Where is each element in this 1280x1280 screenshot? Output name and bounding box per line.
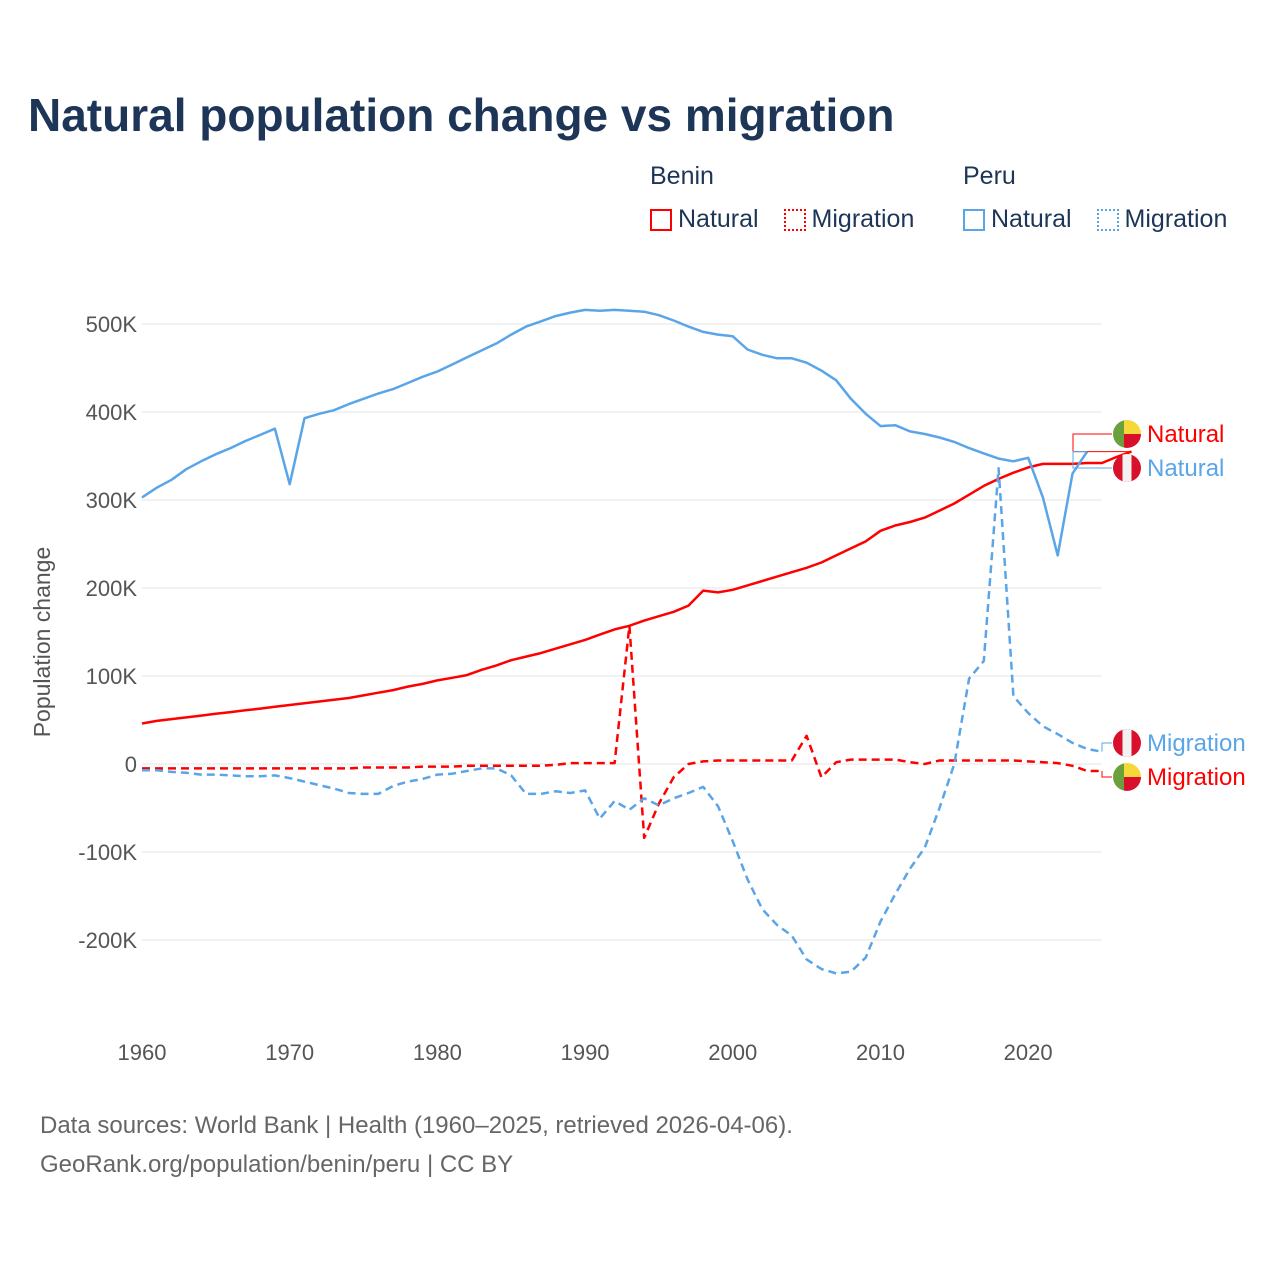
- legend-item-peru-natural[interactable]: Natural: [963, 205, 1072, 234]
- y-axis-ticks: -200K -100K 0 100K 200K 300K 400K 500K: [78, 312, 137, 953]
- legend-title-benin: Benin: [650, 162, 714, 190]
- peru-flag-icon: [1113, 729, 1141, 757]
- label-connector: [1101, 771, 1112, 778]
- series-line-peru-migration: [142, 467, 1103, 975]
- legend-title-peru: Peru: [963, 162, 1016, 190]
- label-connector: [1101, 742, 1112, 752]
- x-axis-ticks: 1960 1970 1980 1990 2000 2010 2020: [118, 1040, 1053, 1065]
- flag-stripe: [1124, 777, 1141, 791]
- legend-peru: Peru Natural Migration: [963, 162, 1227, 238]
- legend-label: Natural: [991, 205, 1072, 233]
- y-axis-label: Population change: [29, 547, 55, 738]
- solid-swatch-icon: [963, 208, 985, 231]
- flag-stripe: [1113, 420, 1124, 448]
- solid-swatch-icon: [650, 208, 672, 231]
- y-tick-label: 500K: [86, 312, 138, 337]
- end-label: Natural: [1147, 455, 1224, 482]
- legend-item-peru-migration[interactable]: Migration: [1096, 205, 1228, 234]
- y-tick-label: 100K: [86, 664, 138, 689]
- flag-stripe: [1124, 434, 1141, 448]
- benin-flag-icon: [1113, 763, 1141, 791]
- flag-stripe: [1113, 763, 1124, 791]
- x-tick-label: 1980: [413, 1040, 462, 1065]
- x-tick-label: 1990: [561, 1040, 610, 1065]
- footer: Data sources: World Bank | Health (1960–…: [40, 1106, 793, 1184]
- x-tick-label: 2000: [708, 1040, 757, 1065]
- y-tick-label: 0: [125, 752, 137, 777]
- dotted-swatch-icon: [1096, 208, 1119, 231]
- chart-title: Natural population change vs migration: [28, 89, 895, 141]
- y-tick-label: 400K: [86, 400, 138, 425]
- end-label: Migration: [1147, 730, 1246, 757]
- series-line-peru-natural: [141, 308, 1089, 557]
- flag-stripe: [1122, 729, 1132, 757]
- y-tick-label: 300K: [86, 488, 138, 513]
- x-tick-label: 2010: [856, 1040, 905, 1065]
- x-tick-label: 2020: [1004, 1040, 1053, 1065]
- end-labels: Natural Migration Natural Migration: [1072, 420, 1246, 791]
- x-tick-label: 1970: [265, 1040, 314, 1065]
- y-tick-label: 200K: [86, 576, 138, 601]
- end-label: Migration: [1147, 764, 1246, 791]
- flag-stripe: [1124, 763, 1141, 777]
- flag-stripe: [1124, 420, 1141, 434]
- series-lines: [141, 308, 1132, 975]
- flag-fill: [1113, 420, 1141, 448]
- label-connector: [1072, 451, 1112, 469]
- label-connector: [1072, 433, 1132, 453]
- y-tick-label: -200K: [78, 928, 137, 953]
- flag-fill: [1113, 763, 1141, 791]
- y-tick-label: -100K: [78, 840, 137, 865]
- legend-item-benin-migration[interactable]: Migration: [783, 205, 915, 234]
- series-line-benin-natural: [141, 450, 1132, 725]
- flag-stripe: [1122, 454, 1132, 482]
- end-label: Natural: [1147, 421, 1224, 448]
- flag-fill: [1113, 454, 1141, 482]
- legend-label: Natural: [678, 205, 759, 233]
- benin-flag-icon: [1113, 420, 1141, 448]
- legend-benin: Benin Natural Migration: [650, 162, 932, 238]
- data-source-note: Data sources: World Bank | Health (1960–…: [40, 1112, 793, 1139]
- attribution-link[interactable]: GeoRank.org/population/benin/peru | CC B…: [40, 1151, 514, 1178]
- series-line-benin-migration: [142, 624, 1102, 840]
- peru-flag-icon: [1113, 454, 1141, 482]
- x-tick-label: 1960: [118, 1040, 167, 1065]
- dotted-swatch-icon: [783, 208, 806, 231]
- flag-fill: [1113, 729, 1141, 757]
- legend-item-benin-natural[interactable]: Natural: [650, 205, 759, 234]
- gridlines: [142, 323, 1102, 941]
- legend-label: Migration: [811, 205, 915, 233]
- legend-label: Migration: [1124, 205, 1228, 233]
